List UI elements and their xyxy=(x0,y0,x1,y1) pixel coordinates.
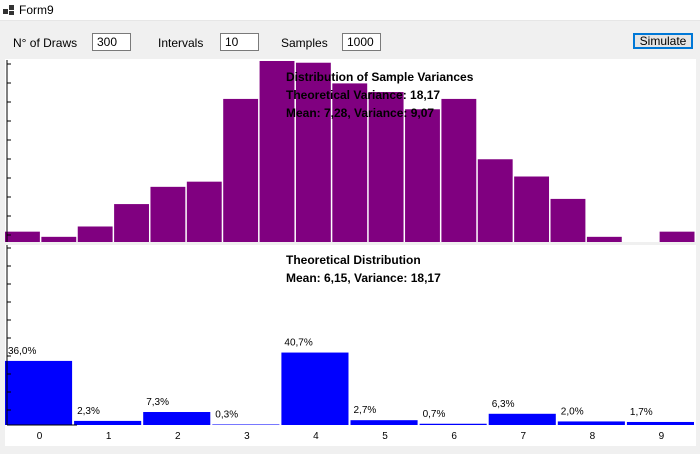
draws-label: N° of Draws xyxy=(13,36,78,50)
variance-bar xyxy=(368,92,404,242)
draws-input[interactable] xyxy=(92,33,131,51)
bar-value-label: 2,0% xyxy=(561,406,584,417)
variance-bar xyxy=(332,83,368,242)
category-tick-label: 6 xyxy=(451,431,457,442)
variance-bar xyxy=(659,231,695,242)
variance-bar xyxy=(586,236,622,242)
lower-chart-title: Theoretical Distribution xyxy=(286,253,421,267)
upper-chart-title: Distribution of Sample Variances xyxy=(286,70,474,84)
bar-value-label: 0,3% xyxy=(215,409,238,420)
upper-sample-stats-text: Mean: 7,28, Variance: 9,07 xyxy=(286,106,434,120)
category-tick-label: 0 xyxy=(37,431,43,442)
variance-bar xyxy=(441,98,477,242)
theoretical-bar xyxy=(281,352,349,425)
category-tick-label: 4 xyxy=(313,431,319,442)
theoretical-chart: 36,0% 0 2,3% 1 7,3% 2 0,3% 3 40,7% 4 2,7% 5 0,7% 6 6,3… xyxy=(5,245,694,442)
category-tick-label: 3 xyxy=(244,431,250,442)
variance-bar xyxy=(41,236,77,242)
theoretical-bar xyxy=(212,424,280,425)
variance-bar xyxy=(295,62,331,242)
variance-chart-panel: Distribution of Sample Variances Theoret… xyxy=(5,59,696,242)
bar-value-label: 2,3% xyxy=(77,406,100,417)
app-window-icon xyxy=(3,5,14,15)
theoretical-bar xyxy=(74,420,142,425)
theoretical-bar xyxy=(350,420,418,425)
bar-value-label: 7,3% xyxy=(146,397,169,408)
variance-bar xyxy=(186,181,222,242)
variance-bar xyxy=(477,159,513,242)
category-tick-label: 7 xyxy=(520,431,526,442)
category-tick-label: 8 xyxy=(590,431,596,442)
bar-value-label: 36,0% xyxy=(8,346,36,357)
window-title: Form9 xyxy=(19,3,54,17)
theoretical-bar xyxy=(419,423,487,425)
intervals-label: Intervals xyxy=(158,36,204,50)
variance-bar xyxy=(114,204,149,242)
bar-value-label: 1,7% xyxy=(630,407,653,418)
theoretical-bar xyxy=(5,360,73,425)
category-tick-label: 5 xyxy=(382,431,388,442)
theoretical-bar xyxy=(626,421,694,425)
variance-chart: Distribution of Sample Variances Theoret… xyxy=(5,60,695,242)
theoretical-chart-panel: 36,0% 0 2,3% 1 7,3% 2 0,3% 3 40,7% 4 2,7% 5 0,7% 6 6,3… xyxy=(5,245,696,446)
variance-bar xyxy=(5,231,40,242)
bar-value-label: 0,7% xyxy=(423,409,446,420)
variance-bar xyxy=(259,61,295,242)
bar-value-label: 40,7% xyxy=(284,338,312,349)
theoretical-bar xyxy=(488,413,556,425)
title-bar: Form9 xyxy=(0,0,700,21)
variance-bar xyxy=(550,198,586,242)
variance-bar xyxy=(150,186,186,242)
category-tick-label: 9 xyxy=(659,431,665,442)
category-tick-label: 1 xyxy=(106,431,112,442)
bar-value-label: 2,7% xyxy=(354,405,377,416)
lower-stats-text: Mean: 6,15, Variance: 18,17 xyxy=(286,271,441,285)
samples-label: Samples xyxy=(281,36,328,50)
intervals-input[interactable] xyxy=(220,33,259,51)
variance-bar xyxy=(223,98,259,242)
variance-bar xyxy=(77,226,113,242)
simulate-button[interactable]: Simulate xyxy=(633,33,693,49)
samples-input[interactable] xyxy=(342,33,381,51)
variance-bar xyxy=(405,109,440,242)
upper-theoretical-variance-text: Theoretical Variance: 18,17 xyxy=(286,88,440,102)
theoretical-bar xyxy=(557,421,625,425)
category-tick-label: 2 xyxy=(175,431,181,442)
variance-bar xyxy=(514,176,550,242)
bar-value-label: 6,3% xyxy=(492,399,515,410)
theoretical-bar xyxy=(143,412,211,425)
